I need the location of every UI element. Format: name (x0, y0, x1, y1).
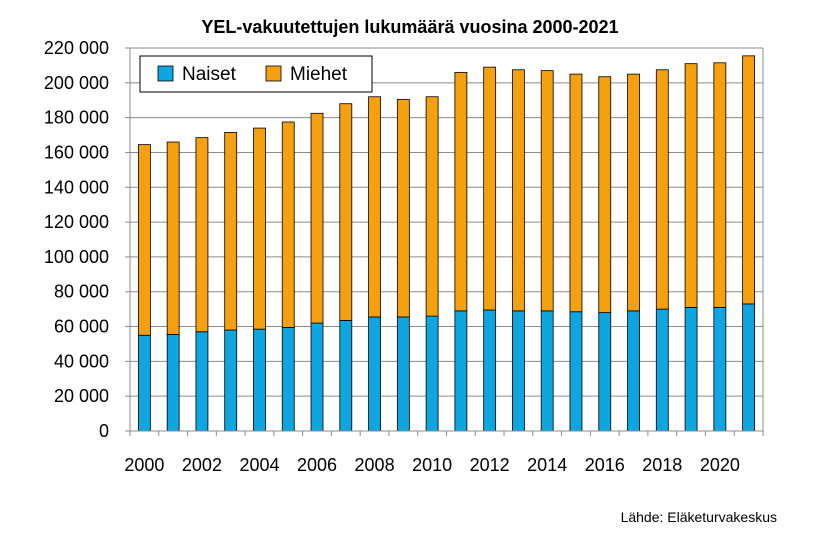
bar-miehet-2009 (396, 98, 410, 318)
bars (137, 55, 756, 432)
y-tick-label: 200 000 (44, 73, 109, 93)
bar-naiset-2016 (598, 312, 612, 432)
bar-naiset-2005 (281, 327, 295, 432)
bar-naiset-2018 (655, 308, 669, 432)
bar-miehet-2014 (540, 70, 554, 312)
bar-naiset-2007 (339, 320, 353, 432)
bar-naiset-2012 (483, 309, 497, 432)
x-tick-label: 2008 (355, 455, 395, 475)
bar-miehet-2021 (742, 55, 756, 305)
legend-swatch-miehet (265, 65, 282, 82)
chart-title: YEL-vakuutettujen lukumäärä vuosina 2000… (201, 17, 618, 37)
x-tick-label: 2014 (527, 455, 567, 475)
bar-naiset-2001 (166, 333, 180, 432)
x-tick-label: 2018 (642, 455, 682, 475)
legend-label-miehet: Miehet (290, 64, 348, 85)
bar-naiset-2009 (396, 316, 410, 432)
bar-naiset-2013 (512, 310, 525, 432)
bar-miehet-2000 (137, 144, 151, 336)
bar-naiset-2011 (454, 310, 468, 432)
bar-miehet-2012 (483, 66, 497, 311)
x-tick-label: 2016 (585, 455, 625, 475)
bar-naiset-2002 (195, 331, 209, 432)
bar-miehet-2001 (166, 141, 180, 335)
bar-naiset-2000 (137, 334, 151, 432)
bar-naiset-2014 (540, 310, 554, 432)
bar-miehet-2010 (425, 96, 439, 317)
x-tick-label: 2006 (297, 455, 337, 475)
bar-naiset-2017 (627, 310, 640, 432)
bar-miehet-2018 (655, 69, 669, 310)
axes (129, 47, 764, 436)
y-tick-label: 120 000 (44, 212, 109, 232)
y-tick-label: 180 000 (44, 108, 109, 128)
bar-miehet-2019 (684, 63, 698, 308)
bar-miehet-2008 (368, 96, 381, 318)
y-tick-label: 0 (99, 421, 109, 441)
bar-miehet-2005 (281, 121, 295, 328)
y-tick-label: 160 000 (44, 142, 109, 162)
y-axis-tick-labels: 0 20 000 40 000 60 000 80 000 100 000 120 000 1… (44, 38, 109, 441)
bar-naiset-2020 (713, 306, 727, 432)
source-note: Lähde: Eläketurvakeskus (621, 509, 777, 525)
bar-naiset-2004 (253, 328, 266, 432)
x-tick-label: 2012 (470, 455, 510, 475)
x-tick-label: 2000 (124, 455, 164, 475)
x-tick-label: 2002 (182, 455, 222, 475)
x-tick-label: 2004 (239, 455, 279, 475)
bar-miehet-2013 (512, 69, 525, 312)
legend-box (139, 55, 373, 93)
bar-miehet-2002 (195, 137, 209, 333)
bar-naiset-2010 (425, 315, 439, 432)
legend-label-naiset: Naiset (182, 64, 237, 85)
bar-naiset-2008 (368, 316, 381, 432)
bar-miehet-2017 (627, 73, 640, 312)
legend: Naiset Miehet (139, 55, 373, 93)
y-tick-label: 220 000 (44, 38, 109, 58)
y-tick-label: 100 000 (44, 247, 109, 267)
x-tick-label: 2010 (412, 455, 452, 475)
bar-miehet-2004 (253, 127, 266, 330)
bar-miehet-2006 (310, 112, 324, 324)
bar-miehet-2020 (713, 62, 727, 308)
bar-naiset-2003 (224, 329, 238, 432)
bar-miehet-2016 (598, 76, 612, 314)
bar-miehet-2011 (454, 71, 468, 312)
y-tick-label: 140 000 (44, 177, 109, 197)
legend-swatch-naiset (157, 65, 174, 82)
bar-miehet-2007 (339, 103, 353, 321)
x-tick-label: 2020 (700, 455, 740, 475)
y-tick-label: 40 000 (54, 351, 109, 371)
bar-naiset-2019 (684, 306, 698, 432)
bar-miehet-2003 (224, 132, 238, 331)
y-tick-label: 20 000 (54, 386, 109, 406)
bar-naiset-2021 (742, 303, 756, 432)
bar-naiset-2006 (310, 322, 324, 432)
x-axis-tick-labels: 2000 2002 2004 2006 2008 2010 2012 2014 2016 2018… (124, 455, 740, 475)
y-tick-label: 80 000 (54, 282, 109, 302)
bar-miehet-2015 (569, 73, 583, 313)
y-tick-label: 60 000 (54, 317, 109, 337)
bar-naiset-2015 (569, 311, 583, 432)
